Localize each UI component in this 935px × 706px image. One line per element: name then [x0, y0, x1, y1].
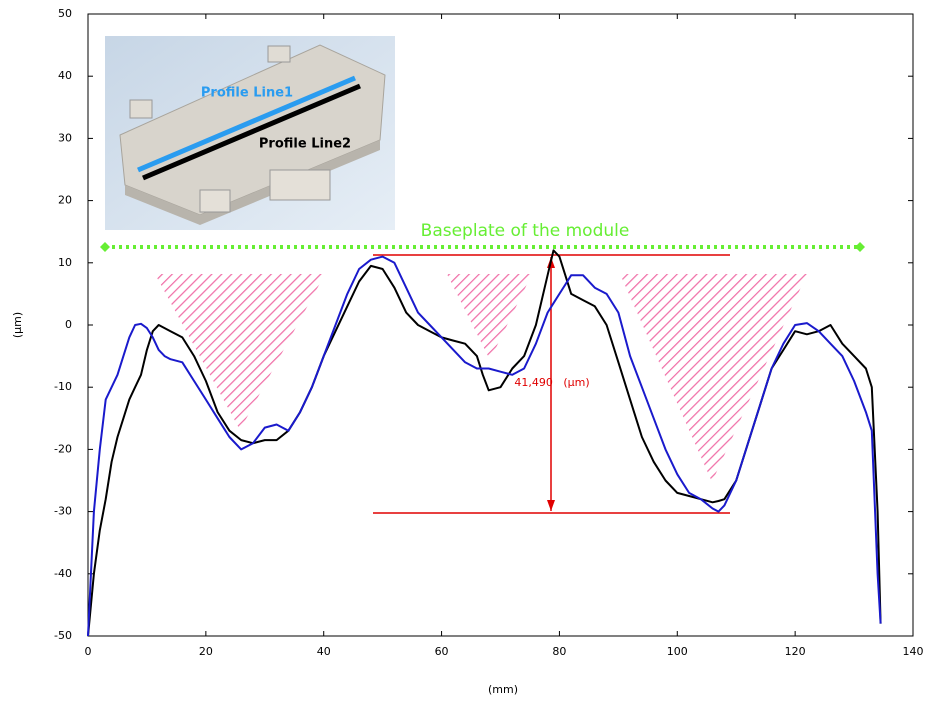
y-tick-label: 50	[58, 7, 72, 20]
y-tick-label: -10	[54, 380, 72, 393]
annotation: Baseplate of the module	[421, 221, 630, 241]
inset-photo	[105, 36, 395, 230]
x-tick-label: 40	[317, 645, 331, 658]
x-tick-label: 60	[435, 645, 449, 658]
hatched-regions	[155, 274, 807, 482]
x-tick-label: 120	[785, 645, 806, 658]
y-tick-label: -20	[54, 442, 72, 455]
x-tick-label: 100	[667, 645, 688, 658]
y-tick-label: 30	[58, 131, 72, 144]
y-tick-label: 40	[58, 69, 72, 82]
y-tick-label: -50	[54, 629, 72, 642]
x-tick-label: 140	[903, 645, 924, 658]
y-tick-label: -30	[54, 505, 72, 518]
profile-line	[87, 255, 882, 637]
series-label: Profile Line1	[201, 86, 293, 101]
series-label: Profile Line2	[259, 137, 351, 152]
y-tick-label: 0	[65, 318, 72, 331]
y-tick-label: 10	[58, 256, 72, 269]
x-axis-label: (mm)	[488, 683, 518, 696]
annotation: 41,490 (µm)	[514, 376, 589, 389]
baseplate-line	[100, 242, 865, 252]
x-tick-label: 80	[552, 645, 566, 658]
y-axis-label: (µm)	[11, 312, 24, 338]
x-tick-label: 20	[199, 645, 213, 658]
y-tick-label: -40	[54, 567, 72, 580]
x-tick-label: 0	[85, 645, 92, 658]
y-tick-label: 20	[58, 194, 72, 207]
